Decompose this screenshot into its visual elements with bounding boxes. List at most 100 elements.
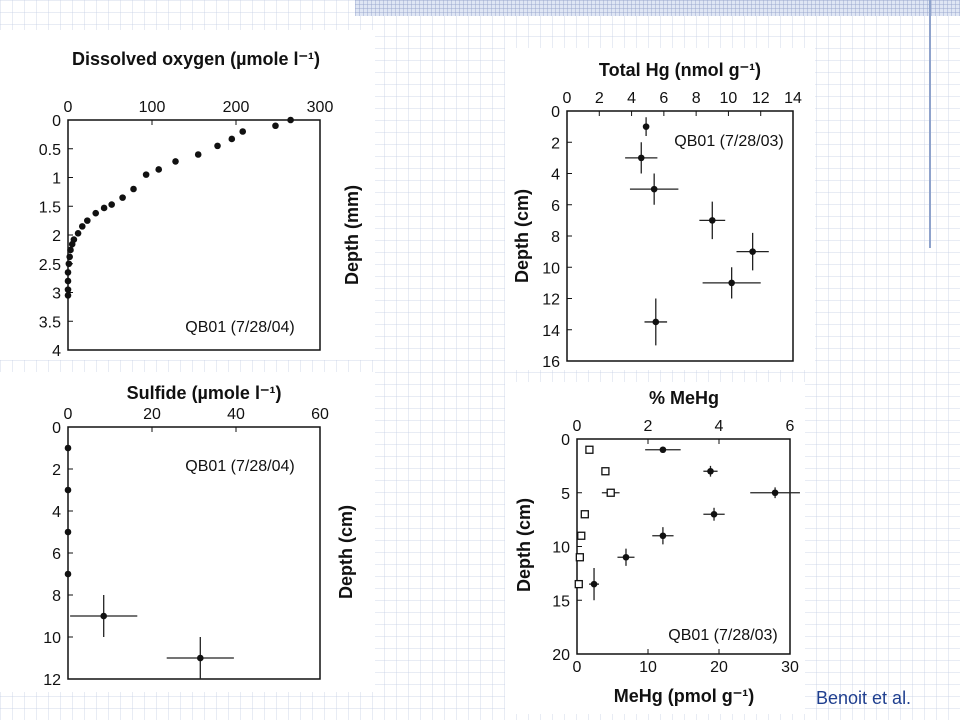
totalhg-y-tick-label: 10 <box>542 260 560 277</box>
totalhg-data-point <box>642 123 650 130</box>
sulfide-y-tick-label: 4 <box>52 504 61 521</box>
oxygen-data-point <box>194 151 202 158</box>
oxygen-data-point <box>108 201 115 208</box>
sulfide-data-point <box>100 612 107 620</box>
mehg-data-point <box>606 488 615 497</box>
totalhg-data-point <box>652 318 660 326</box>
totalhg-y-tick-label: 6 <box>551 198 560 215</box>
sulfide-data-point <box>64 570 72 578</box>
totalhg-y-tick-label: 16 <box>542 354 560 370</box>
mehg-y-tick-label: 20 <box>552 647 570 664</box>
oxygen-plot: Dissolved oxygen (µmole l⁻¹) 0 100 200 300 0 0… <box>39 49 362 360</box>
totalhg-data-point <box>708 217 716 224</box>
mehg-data-point <box>622 553 630 561</box>
totalhg-top-tick-label: 12 <box>752 90 770 107</box>
oxygen-data-point <box>272 122 279 130</box>
totalhg-top-tick-label: 6 <box>659 90 668 107</box>
decorative-rule <box>929 0 931 248</box>
totalhg-y-tick-label: 0 <box>551 104 560 121</box>
sulfide-y-tick-label: 0 <box>52 420 61 437</box>
oxygen-data-point <box>64 292 72 299</box>
totalhg-y-tick-label: 14 <box>542 323 560 340</box>
mehg-annotation: QB01 (7/28/03) <box>668 627 777 644</box>
oxygen-y-tick-label: 3.5 <box>39 314 61 331</box>
sulfide-top-tick-label: 0 <box>64 406 73 423</box>
mehg-y-axis-label: Depth (cm) <box>514 498 534 592</box>
mehg-bottom-tick-label: 30 <box>781 659 799 676</box>
oxygen-data-point <box>130 185 137 193</box>
sulfide-y-tick-label: 12 <box>43 672 61 689</box>
mehg-top-tick-label: 6 <box>786 418 795 435</box>
oxygen-y-tick-label: 2 <box>52 228 61 245</box>
mehg-data-point <box>577 531 586 540</box>
totalhg-top-tick-label: 10 <box>720 90 738 107</box>
oxygen-plot-frame <box>67 119 321 351</box>
totalhg-y-tick-label: 8 <box>551 229 560 246</box>
oxygen-data-point <box>65 260 73 268</box>
mehg-y-tick-label: 10 <box>552 540 570 557</box>
mehg-data-point <box>575 553 584 562</box>
oxygen-data-point <box>92 209 100 217</box>
mehg-bottom-tick-label: 10 <box>639 659 657 676</box>
oxygen-top-tick-label: 0 <box>64 99 73 116</box>
oxygen-y-tick-label: 0.5 <box>39 142 61 159</box>
oxygen-data-point <box>100 204 108 212</box>
oxygen-data-point <box>228 135 236 143</box>
totalhg-plot: Total Hg (nmol g⁻¹) 0 2 4 6 8 10 12 14 0 2 4 6 8 10 12 1… <box>512 60 802 370</box>
totalhg-y-tick-label: 12 <box>542 292 560 309</box>
oxygen-data-point <box>78 223 86 230</box>
sulfide-y-axis-label: Depth (cm) <box>336 505 356 599</box>
oxygen-data-point <box>68 240 76 248</box>
mehg-title: % MeHg <box>649 388 719 408</box>
oxygen-data-point <box>119 194 126 201</box>
oxygen-data-point <box>64 269 72 276</box>
oxygen-title: Dissolved oxygen (µmole l⁻¹) <box>72 49 320 69</box>
mehg-top-tick-label: 4 <box>715 418 724 435</box>
oxygen-top-tick-label: 300 <box>307 99 334 116</box>
sulfide-top-tick-label: 40 <box>227 406 245 423</box>
sulfide-top-tick-label: 60 <box>311 406 329 423</box>
totalhg-top-tick-label: 2 <box>595 90 604 107</box>
totalhg-data-point <box>650 185 658 193</box>
mehg-data-point <box>580 510 589 519</box>
totalhg-y-axis-label: Depth (cm) <box>512 189 532 283</box>
oxygen-data-point <box>172 158 179 165</box>
oxygen-data-point <box>142 171 150 178</box>
totalhg-top-tick-label: 14 <box>784 90 802 107</box>
sulfide-data-point <box>64 528 72 536</box>
oxygen-data-point <box>74 229 82 237</box>
mehg-data-point <box>707 467 714 475</box>
sulfide-y-tick-label: 2 <box>52 462 61 479</box>
oxygen-data-point <box>64 277 72 285</box>
totalhg-top-tick-label: 8 <box>692 90 701 107</box>
mehg-data-point <box>585 445 594 454</box>
mehg-data-point <box>590 580 598 588</box>
totalhg-chart: Total Hg (nmol g⁻¹) 0 2 4 6 8 10 12 14 0 2 4 6 8 10 12 1… <box>505 48 815 370</box>
oxygen-y-tick-label: 1.5 <box>39 199 61 216</box>
oxygen-data-point <box>239 128 247 135</box>
mehg-data-point <box>574 579 583 589</box>
sulfide-y-tick-label: 6 <box>52 546 61 563</box>
mehg-top-tick-label: 2 <box>644 418 653 435</box>
mehg-data-point <box>710 510 718 518</box>
mehg-data-point <box>659 446 667 454</box>
sulfide-y-tick-label: 8 <box>52 588 61 605</box>
oxygen-y-tick-label: 0 <box>52 113 61 130</box>
mehg-chart: % MeHg 0 2 4 6 0 10 20 30 0 5 10 15 20 Depth (cm) MeHg … <box>505 382 805 714</box>
credit-text: Benoit et al. <box>816 688 912 708</box>
totalhg-annotation: QB01 (7/28/03) <box>674 133 783 150</box>
mehg-top-tick-label: 0 <box>573 418 582 435</box>
mehg-y-tick-label: 5 <box>561 486 570 503</box>
mehg-y-tick-label: 15 <box>552 593 570 610</box>
totalhg-y-tick-label: 2 <box>551 135 560 152</box>
mehg-y-tick-label: 0 <box>561 432 570 449</box>
mehg-data-point <box>601 467 610 476</box>
totalhg-title: Total Hg (nmol g⁻¹) <box>599 60 761 80</box>
oxygen-data-point <box>64 286 72 293</box>
oxygen-top-tick-label: 100 <box>139 99 166 116</box>
sulfide-data-point <box>64 486 72 494</box>
header-band <box>355 0 960 16</box>
oxygen-data-point <box>67 246 74 254</box>
oxygen-y-tick-label: 1 <box>52 171 61 188</box>
mehg-data-point <box>771 489 779 497</box>
